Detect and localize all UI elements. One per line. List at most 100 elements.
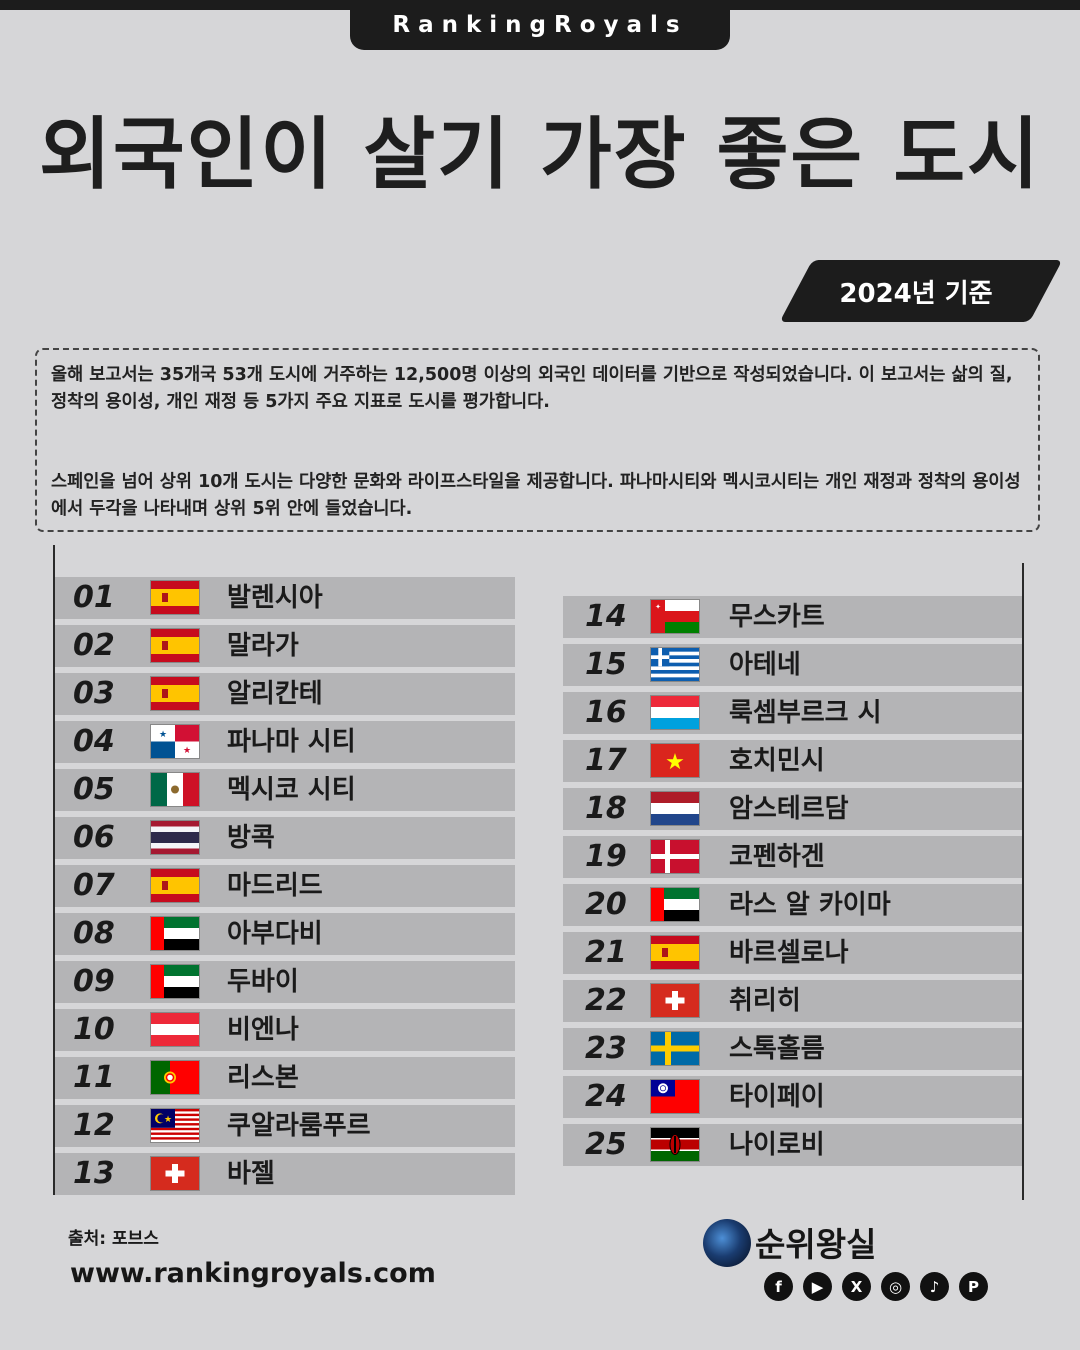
city-name: 무스카트 xyxy=(729,602,825,632)
ranking-row: 12 ★ 쿠알라룸푸르 xyxy=(55,1105,515,1147)
mexico-flag-icon xyxy=(151,773,199,806)
rank-number: 19 xyxy=(585,839,627,874)
ranking-row: 18 암스테르담 xyxy=(563,788,1022,830)
date-badge: 2024년 기준 xyxy=(839,278,993,309)
ranking-row: 22 취리히 xyxy=(563,980,1022,1022)
website-link[interactable]: www.rankingroyals.com xyxy=(70,1258,436,1289)
city-name: 룩셈부르크 시 xyxy=(729,698,882,728)
denmark-flag-icon xyxy=(651,840,699,873)
vietnam-flag-icon: ★ xyxy=(651,744,699,777)
rank-number: 20 xyxy=(585,887,627,922)
city-name: 암스테르담 xyxy=(729,794,849,824)
rank-number: 24 xyxy=(585,1079,627,1114)
ranking-row: 09 두바이 xyxy=(55,961,515,1003)
uae-flag-icon xyxy=(651,888,699,921)
rank-number: 11 xyxy=(73,1060,115,1095)
description-box: 올해 보고서는 35개국 53개 도시에 거주하는 12,500명 이상의 외국… xyxy=(35,348,1040,532)
left-column-line xyxy=(53,545,55,1195)
facebook-icon[interactable]: f xyxy=(764,1272,793,1301)
ranking-row: 13 바젤 xyxy=(55,1153,515,1195)
city-name: 호치민시 xyxy=(729,746,825,776)
austria-flag-icon xyxy=(151,1013,199,1046)
social-icons: f ▶ X ◎ ♪ P xyxy=(764,1272,988,1301)
city-name: 바르셀로나 xyxy=(729,938,849,968)
city-name: 쿠알라룸푸르 xyxy=(227,1111,371,1141)
rank-number: 02 xyxy=(73,628,115,663)
x-icon[interactable]: X xyxy=(842,1272,871,1301)
city-name: 리스본 xyxy=(227,1063,299,1093)
city-name: 두바이 xyxy=(227,967,299,997)
ranking-row: 14 ✦ 무스카트 xyxy=(563,596,1022,638)
ranking-row: 04 ★ ★ 파나마 시티 xyxy=(55,721,515,763)
city-name: 방콕 xyxy=(227,823,275,853)
uae-flag-icon xyxy=(151,917,199,950)
svg-text:★: ★ xyxy=(183,746,191,756)
right-column-line xyxy=(1022,563,1024,1200)
ranking-row: 02 말라가 xyxy=(55,625,515,667)
city-name: 스톡홀름 xyxy=(729,1034,825,1064)
brand-tab: RankingRoyals xyxy=(350,0,730,50)
ranking-row: 05 멕시코 시티 xyxy=(55,769,515,811)
tiktok-icon[interactable]: ♪ xyxy=(920,1272,949,1301)
rank-number: 18 xyxy=(585,791,627,826)
kenya-flag-icon xyxy=(651,1128,699,1161)
city-name: 파나마 시티 xyxy=(227,727,356,757)
ranking-row: 07 마드리드 xyxy=(55,865,515,907)
pinterest-icon[interactable]: P xyxy=(959,1272,988,1301)
instagram-icon[interactable]: ◎ xyxy=(881,1272,910,1301)
oman-flag-icon: ✦ xyxy=(651,600,699,633)
city-name: 라스 알 카이마 xyxy=(729,890,891,920)
spain-flag-icon xyxy=(151,869,199,902)
description-paragraph-2: 스페인을 넘어 상위 10개 도시는 다양한 문화와 라이프스타일을 제공합니다… xyxy=(51,472,1021,519)
city-name: 코펜하겐 xyxy=(729,842,825,872)
city-name: 알리칸테 xyxy=(227,679,323,709)
ranking-row: 03 알리칸테 xyxy=(55,673,515,715)
sweden-flag-icon xyxy=(651,1032,699,1065)
taiwan-flag-icon xyxy=(651,1080,699,1113)
rank-number: 05 xyxy=(73,772,115,807)
youtube-icon[interactable]: ▶ xyxy=(803,1272,832,1301)
spain-flag-icon xyxy=(151,677,199,710)
rank-number: 21 xyxy=(585,935,627,970)
city-name: 발렌시아 xyxy=(227,583,323,613)
portugal-flag-icon xyxy=(151,1061,199,1094)
ranking-row: 01 발렌시아 xyxy=(55,577,515,619)
ranking-row: 08 아부다비 xyxy=(55,913,515,955)
rank-number: 25 xyxy=(585,1127,627,1162)
ranking-row: 11 리스본 xyxy=(55,1057,515,1099)
ranking-row: 10 비엔나 xyxy=(55,1009,515,1051)
ranking-row: 16 룩셈부르크 시 xyxy=(563,692,1022,734)
malaysia-flag-icon: ★ xyxy=(151,1109,199,1142)
rank-number: 13 xyxy=(73,1156,115,1191)
rank-number: 08 xyxy=(73,916,115,951)
rank-number: 04 xyxy=(73,724,115,759)
ranking-row: 24 타이페이 xyxy=(563,1076,1022,1118)
uae-flag-icon xyxy=(151,965,199,998)
ranking-row: 06 방콕 xyxy=(55,817,515,859)
svg-text:✦: ✦ xyxy=(655,603,661,611)
city-name: 바젤 xyxy=(227,1159,275,1189)
rank-number: 16 xyxy=(585,695,627,730)
switzerland-flag-icon xyxy=(151,1157,199,1190)
ranking-row: 25 나이로비 xyxy=(563,1124,1022,1166)
rank-number: 15 xyxy=(585,647,627,682)
city-name: 비엔나 xyxy=(227,1015,299,1045)
ranking-row: 20 라스 알 카이마 xyxy=(563,884,1022,926)
svg-text:★: ★ xyxy=(164,1115,172,1125)
spain-flag-icon xyxy=(151,629,199,662)
spain-flag-icon xyxy=(151,581,199,614)
city-name: 아부다비 xyxy=(227,919,323,949)
thailand-flag-icon xyxy=(151,821,199,854)
ranking-row: 15 아테네 xyxy=(563,644,1022,686)
switzerland-flag-icon xyxy=(651,984,699,1017)
rank-number: 12 xyxy=(73,1108,115,1143)
source-label: 출처: 포브스 xyxy=(68,1229,159,1249)
rank-number: 06 xyxy=(73,820,115,855)
svg-text:★: ★ xyxy=(159,730,167,740)
rank-number: 23 xyxy=(585,1031,627,1066)
city-name: 마드리드 xyxy=(227,871,323,901)
rank-number: 01 xyxy=(73,580,115,615)
city-name: 말라가 xyxy=(227,631,299,661)
ranking-row: 23 스톡홀름 xyxy=(563,1028,1022,1070)
city-name: 나이로비 xyxy=(729,1130,825,1160)
